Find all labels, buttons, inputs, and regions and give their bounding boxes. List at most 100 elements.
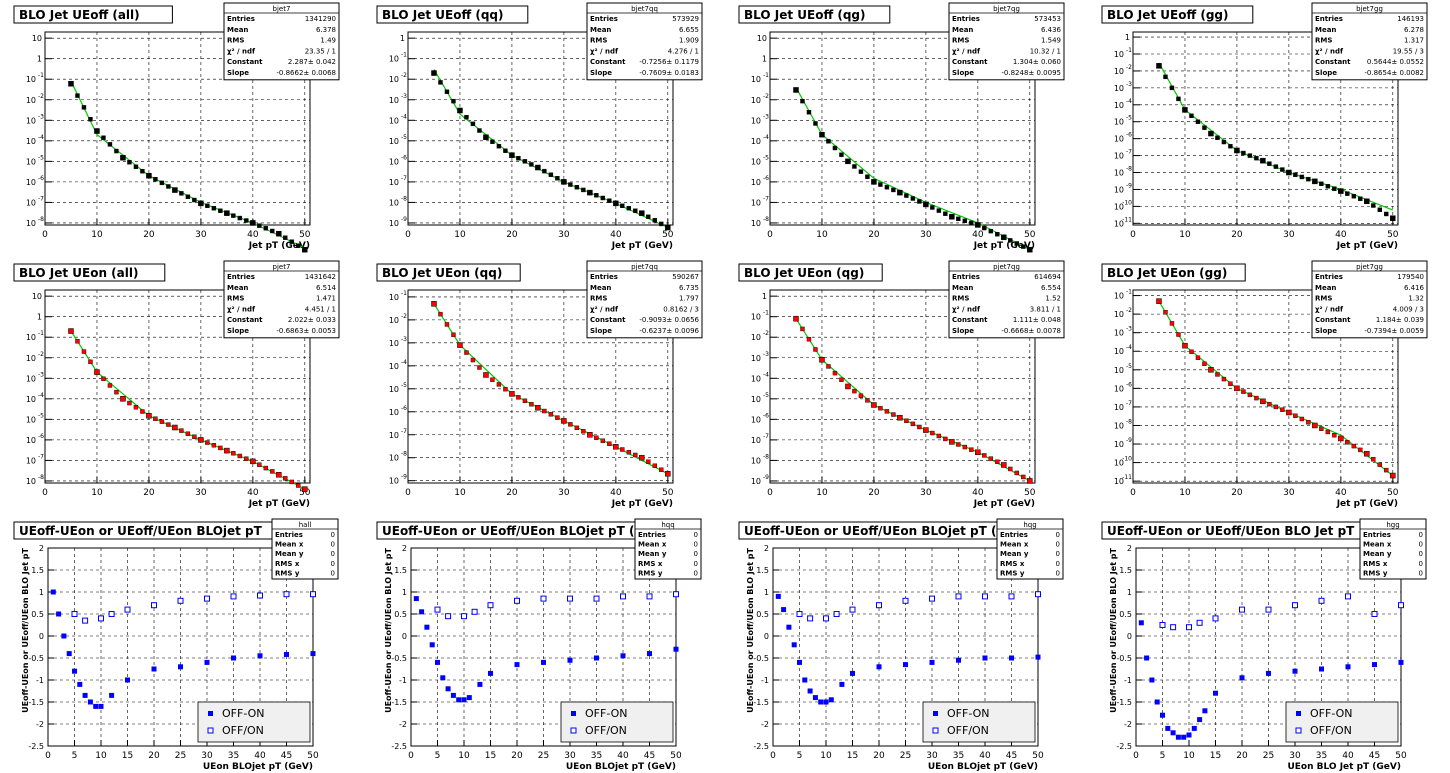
data-point	[626, 206, 632, 211]
data-point	[594, 193, 599, 198]
data-point	[477, 128, 482, 133]
diff-point	[1035, 654, 1041, 660]
stats-value: 590267	[672, 273, 699, 281]
data-point	[969, 447, 974, 452]
panel-title: BLO Jet UEon (all)	[19, 266, 138, 280]
data-point	[1384, 467, 1389, 473]
x-tick-label: 0	[405, 488, 411, 498]
data-point	[659, 467, 664, 472]
data-point	[68, 81, 74, 87]
ratio-point	[620, 593, 626, 600]
data-point	[561, 418, 567, 424]
x-tick-label: 50	[1024, 488, 1036, 498]
y-tick-exponent: -3	[38, 371, 44, 378]
x-tick-label: 45	[281, 751, 292, 761]
diff-point	[1213, 690, 1218, 696]
stats-key: χ² / ndf	[227, 47, 256, 55]
stats-key: RMS x	[1363, 560, 1388, 568]
stats-value: 0	[694, 550, 698, 558]
x-tick-label: 50	[670, 751, 682, 761]
data-point	[1189, 113, 1194, 119]
title-box	[376, 5, 529, 24]
x-axis-label: UEon BLOjet pT (GeV)	[928, 762, 1038, 772]
stats-value: 6.554	[1041, 284, 1062, 292]
ratio-point	[1318, 597, 1325, 604]
data-point	[904, 193, 909, 198]
stats-key: RMS x	[1000, 560, 1025, 568]
y-tick-exponent: -7	[1126, 149, 1132, 156]
y-tick-exponent: -2	[1126, 64, 1132, 71]
diff-point	[1398, 659, 1404, 665]
stats-value: 0	[331, 560, 335, 568]
panel-title: UEoff-UEon or UEoff/UEon BLOjet pT (qg)	[744, 524, 1019, 538]
stats-value: 6.655	[679, 26, 699, 34]
x-tick-label: 30	[1289, 751, 1301, 761]
title-box	[738, 5, 891, 24]
diff-point	[839, 681, 845, 687]
stats-key: Slope	[227, 69, 249, 77]
y-tick-label: 10	[751, 333, 761, 342]
panel-title: BLO Jet UEon (qg)	[744, 266, 864, 280]
ratio-point	[445, 613, 452, 620]
data-point	[561, 179, 567, 185]
stats-value: 4.009 / 3	[1393, 305, 1424, 313]
data-point	[1208, 130, 1214, 137]
x-tick-label: 30	[1283, 230, 1295, 240]
data-point	[917, 424, 922, 430]
data-point	[542, 168, 547, 174]
data-point	[852, 164, 857, 169]
stats-key: RMS	[1315, 37, 1332, 45]
data-point	[509, 152, 515, 158]
data-point	[1371, 456, 1376, 462]
x-tick-label: 10	[816, 230, 828, 240]
x-tick-label: 50	[299, 488, 311, 498]
stats-name: pjet7qq	[631, 263, 658, 271]
stats-name: hgg	[1386, 521, 1399, 529]
data-point	[1299, 174, 1305, 180]
data-point	[283, 235, 288, 240]
data-point	[1312, 422, 1318, 429]
x-tick-label: 10	[91, 488, 103, 498]
stats-key: Mean y	[1000, 550, 1029, 558]
legend-ratio-label: OFF/ON	[947, 724, 989, 737]
data-point	[1234, 147, 1240, 154]
data-point	[1260, 157, 1266, 164]
data-point	[205, 440, 210, 445]
ratio-point	[124, 606, 131, 613]
data-point	[1280, 167, 1285, 172]
stats-key: Constant	[590, 316, 626, 324]
data-point	[529, 402, 534, 407]
data-point	[231, 451, 236, 456]
y-tick-exponent: -1	[38, 72, 44, 79]
x-tick-label: 20	[143, 488, 155, 498]
y-tick-exponent: -8	[763, 453, 769, 460]
y-tick-label: 10	[1114, 329, 1124, 338]
x-tick-label: 10	[458, 751, 470, 761]
y-tick-exponent: -7	[401, 428, 407, 435]
data-point	[140, 409, 145, 414]
ratio-point	[807, 615, 814, 622]
x-tick-label: 30	[201, 751, 213, 761]
y-tick-label: 10	[751, 477, 761, 486]
x-tick-label: 0	[408, 751, 414, 761]
data-point	[75, 93, 80, 98]
data-point	[114, 148, 119, 154]
data-point	[897, 414, 903, 421]
x-tick-label: 50	[662, 488, 674, 498]
diff-point	[1138, 620, 1144, 626]
stats-key: Mean	[952, 26, 973, 34]
data-point	[1195, 355, 1201, 360]
data-point	[613, 200, 619, 207]
diff-point	[461, 697, 467, 703]
y-tick-exponent: -3	[401, 93, 407, 100]
y-tick-label: 10	[26, 75, 36, 84]
ratio-point	[177, 597, 184, 604]
y-tick-exponent: -2	[1126, 307, 1132, 314]
y-tick-exponent: -8	[763, 216, 769, 223]
data-point	[581, 187, 586, 193]
y-tick-label: 0.5	[394, 610, 407, 619]
diff-point	[204, 659, 210, 665]
diff-point	[82, 692, 88, 698]
y-tick-label: 10	[1114, 185, 1124, 194]
y-tick-label: 10	[751, 374, 761, 383]
